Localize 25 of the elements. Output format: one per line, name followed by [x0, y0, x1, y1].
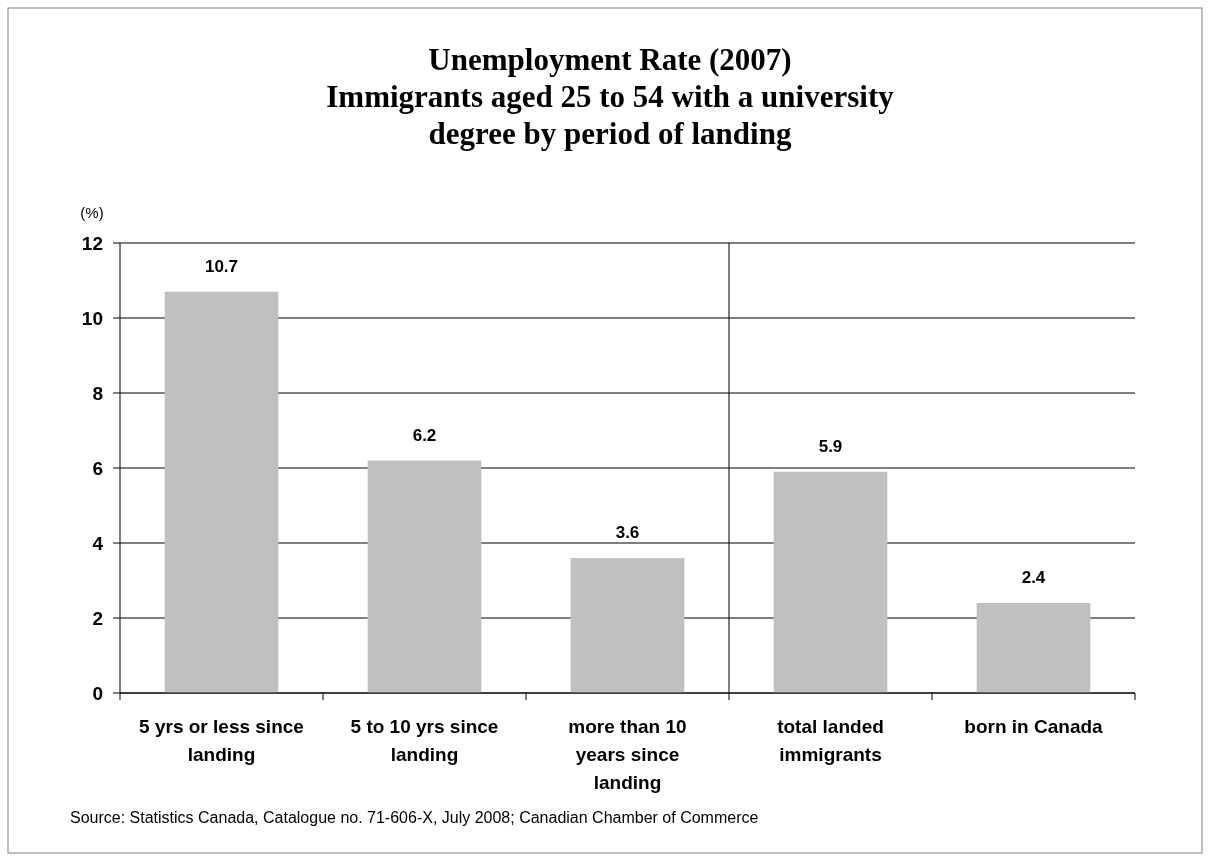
chart-title: Unemployment Rate (2007) Immigrants aged 25 to 54 with a university degree by period of landing [326, 42, 895, 151]
x-tick-label: more than 10 years since landing [568, 716, 687, 793]
data-label: 6.2 [412, 425, 437, 445]
x-tick-label: 5 yrs or less since landing [139, 716, 304, 765]
y-tick-label: 6 [92, 458, 103, 479]
data-label: 5.9 [818, 436, 843, 456]
bar [164, 291, 279, 693]
data-label: 3.6 [615, 523, 640, 542]
bar [367, 460, 482, 693]
y-tick-label: 8 [92, 383, 103, 404]
data-label: 10.7 [204, 256, 239, 276]
bar [976, 603, 1091, 693]
y-tick-label: 4 [92, 533, 104, 554]
bar [773, 471, 888, 693]
bar [570, 558, 685, 693]
y-tick-label: 0 [92, 683, 103, 704]
y-tick-label: 10 [81, 308, 103, 329]
data-label: 2.4 [1021, 568, 1046, 587]
y-axis-title: (%) [80, 204, 104, 221]
source-note: Source: Statistics Canada, Catalogue no. 71-606-X, July 2008; Canadian Chamber of Commerce [70, 809, 759, 826]
x-tick-label: total landed immigrants [777, 716, 884, 765]
y-tick-label: 12 [81, 233, 103, 254]
x-tick-label: 5 to 10 yrs since landing [350, 716, 499, 765]
x-tick-label: born in Canada [964, 716, 1104, 737]
y-tick-label: 2 [92, 608, 103, 629]
